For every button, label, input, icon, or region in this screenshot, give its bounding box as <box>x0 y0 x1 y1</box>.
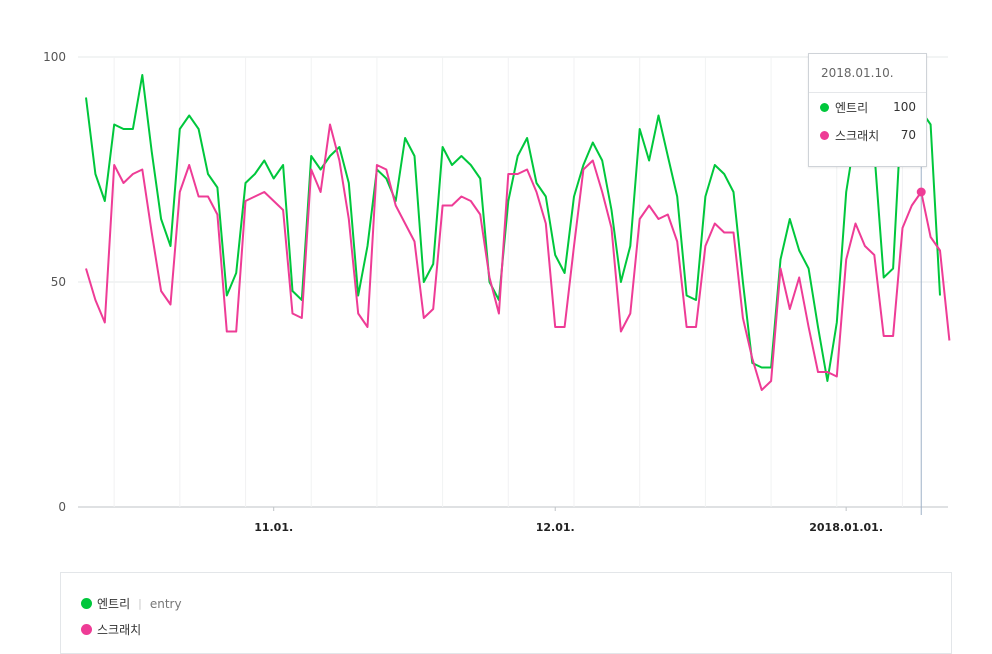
legend-item-entry[interactable]: 엔트리 | entry <box>81 595 182 612</box>
entry-dot-icon <box>820 102 829 112</box>
tooltip-row-scratch: 스크래치 70 <box>809 121 926 149</box>
entry-legend-dot-icon <box>81 598 92 609</box>
tooltip-series-name: 스크래치 <box>835 128 880 143</box>
x-tick-label: 2018.01.01. <box>809 521 883 534</box>
tooltip-series-value: 100 <box>893 100 916 114</box>
tooltip-row-entry: 엔트리 100 <box>809 93 926 121</box>
legend-separator: | <box>138 597 142 610</box>
y-tick-label: 0 <box>58 500 66 514</box>
line-chart: 0 50 100 11.01. 12.01. 2018.01.01. <box>43 50 951 534</box>
hover-point-scratch <box>916 187 926 197</box>
series-line-scratch <box>85 123 951 391</box>
scratch-legend-dot-icon <box>81 624 92 635</box>
y-axis: 0 50 100 <box>43 50 66 514</box>
legend: 엔트리 | entry 스크래치 <box>60 572 952 654</box>
series <box>85 56 951 391</box>
x-tick-label: 11.01. <box>254 521 293 534</box>
tooltip: 2018.01.10. 엔트리 100 스크래치 70 <box>808 53 927 167</box>
tooltip-series-value: 70 <box>900 128 916 142</box>
legend-desc: entry <box>149 596 182 611</box>
series-line-entry <box>85 56 941 382</box>
scratch-dot-icon <box>820 130 829 140</box>
tooltip-date: 2018.01.10. <box>809 54 926 93</box>
legend-label: 엔트리 <box>97 597 131 611</box>
y-tick-label: 100 <box>43 50 66 64</box>
x-tick-label: 12.01. <box>536 521 575 534</box>
legend-item-scratch[interactable]: 스크래치 <box>81 621 141 638</box>
y-tick-label: 50 <box>51 275 66 289</box>
tooltip-series-name: 엔트리 <box>835 100 869 115</box>
x-axis: 11.01. 12.01. 2018.01.01. <box>254 507 883 534</box>
legend-label: 스크래치 <box>97 623 142 637</box>
